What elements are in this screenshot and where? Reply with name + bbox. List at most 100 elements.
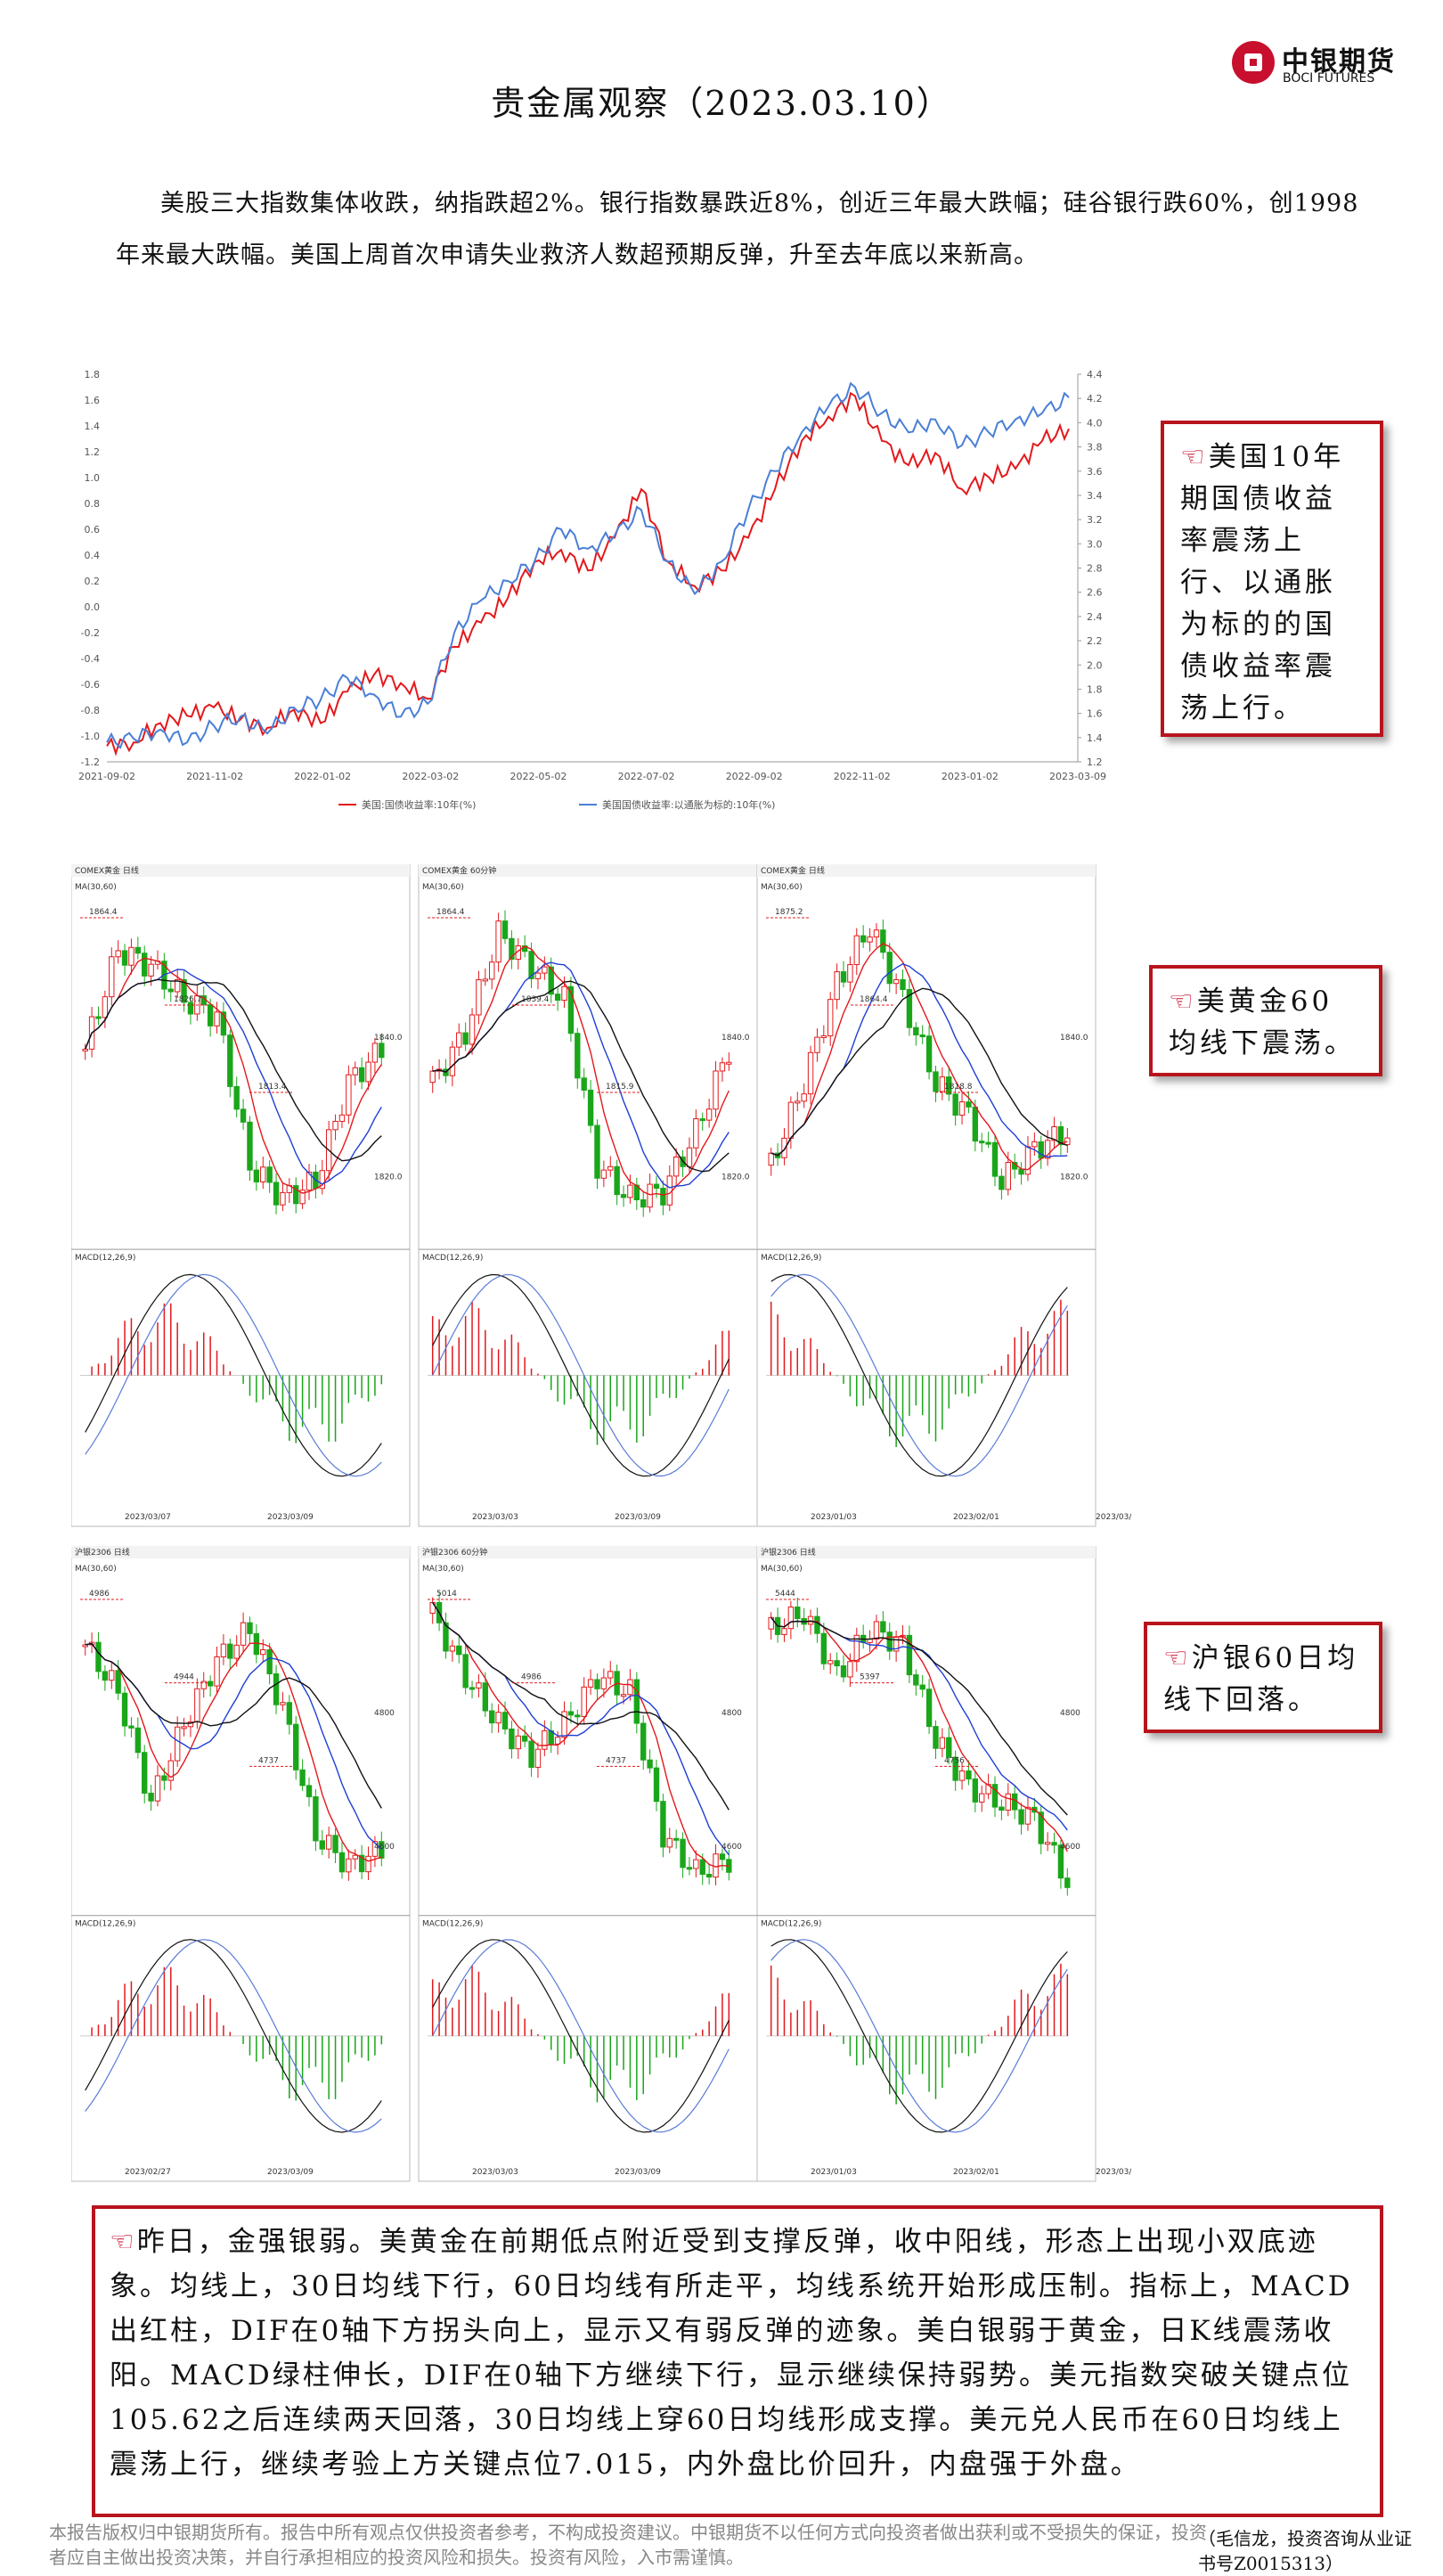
price-label: 4756 (944, 1756, 965, 1765)
candle-body (1024, 1806, 1031, 1825)
candle-body (906, 1634, 913, 1676)
right-tick-label: 1.4 (1087, 732, 1103, 744)
candle-body (594, 1124, 600, 1179)
left-tick-label: -0.8 (81, 705, 100, 716)
candle-body (795, 1607, 801, 1619)
dea-line (432, 1939, 730, 2133)
panel-toolbar (71, 1546, 410, 1558)
candle-body (462, 1032, 469, 1045)
candle-body (280, 1702, 286, 1705)
candle-body (528, 951, 534, 979)
panel-frame (71, 864, 411, 1527)
date-label: 2023/03/09 (615, 1513, 661, 1522)
date-label: 2023/03/09 (267, 1513, 314, 1522)
candle-body (607, 1671, 614, 1679)
date-label: 2023/02/01 (953, 2168, 999, 2177)
candle-body (293, 1185, 299, 1205)
candle-body (233, 1644, 240, 1659)
candle-body (240, 1108, 247, 1123)
candle-body (489, 961, 495, 980)
right-tick-label: 2.4 (1087, 611, 1103, 623)
candle-body (795, 1100, 801, 1104)
price-label: 1815.9 (606, 1083, 634, 1092)
pointing-hand-icon: ☜ (1180, 441, 1209, 473)
candle-body (807, 1051, 814, 1095)
candle-body (379, 1043, 385, 1059)
candle-body (128, 946, 135, 966)
candle-body (515, 1735, 521, 1750)
candle-body (167, 988, 174, 993)
candle-body (705, 1108, 713, 1121)
candle-body (886, 1631, 893, 1652)
candle-body (338, 1852, 346, 1873)
candle-body (1044, 1842, 1051, 1845)
candle-body (607, 1165, 614, 1171)
candle-body (958, 1101, 966, 1116)
axis-label: 4800 (374, 1709, 395, 1718)
candle-body (273, 1672, 280, 1705)
chart-panel: 沪银2306 60分钟 MA(30,60) MACD(12,26,9) 5014 498… (418, 1546, 758, 2182)
right-tick-label: 3.2 (1087, 514, 1103, 526)
candle-body (1057, 1844, 1064, 1879)
candle-body (587, 1089, 594, 1126)
dea-line (432, 1274, 730, 1476)
candle-body (1057, 1125, 1064, 1146)
ma-legend: MA(30,60) (761, 883, 803, 892)
date-label: 2023/03/09 (615, 2168, 661, 2177)
candle-body (554, 994, 561, 1002)
candle-body (489, 1710, 495, 1724)
candle-body (880, 929, 886, 953)
logo-en-text: BOCI FUTURES (1283, 71, 1375, 86)
candle-body (449, 1046, 456, 1076)
candle-body (181, 1726, 187, 1730)
candle-body (647, 1183, 653, 1208)
dif-line (432, 1273, 730, 1477)
pointing-hand-icon: ☜ (1163, 1642, 1192, 1674)
candle-body (673, 1156, 680, 1177)
candle-body (207, 1681, 214, 1687)
panel-frame (71, 1546, 411, 2182)
price-label: 5397 (860, 1673, 880, 1682)
candle-body (991, 1784, 999, 1808)
date-label: 2023/03/07 (125, 1513, 171, 1522)
pointing-hand-icon: ☜ (1169, 985, 1197, 1018)
right-tick-label: 2.0 (1087, 659, 1103, 671)
axis-label: 1840.0 (374, 1034, 403, 1043)
candle-body (660, 1801, 666, 1848)
candle-body (109, 1670, 115, 1681)
candle-body (827, 1660, 834, 1664)
candle-body (528, 1740, 534, 1768)
candle-body (501, 1712, 509, 1730)
right-tick-label: 3.8 (1087, 442, 1103, 454)
note-gold-text: 美黄金60均线下震荡。 (1169, 985, 1356, 1059)
candle-body (693, 1118, 699, 1149)
left-tick-label: 0.2 (85, 576, 101, 587)
candle-body (214, 1011, 220, 1026)
chart-panel: 沪银2306 日线 MA(30,60) MACD(12,26,9) 4986 4944 4… (71, 1546, 411, 2182)
candle-body (686, 1147, 693, 1167)
moving-average-line (85, 957, 382, 1194)
candle-body (509, 1728, 515, 1750)
candle-body (1005, 1162, 1011, 1190)
candle-body (148, 963, 154, 977)
moving-average-line (85, 1642, 382, 1862)
candle-body (627, 1184, 633, 1198)
candle-body (102, 1671, 109, 1681)
axis-label: 1820.0 (722, 1174, 750, 1182)
candle-body (1018, 1809, 1024, 1825)
candle-body (299, 1190, 306, 1205)
candle-body (286, 1702, 293, 1725)
axis-label: 4800 (1060, 1709, 1080, 1718)
candle-body (332, 1835, 338, 1853)
candle-body (371, 1841, 379, 1857)
candle-body (1064, 1137, 1071, 1146)
candle-body (443, 1622, 449, 1652)
macd-title: MACD(12,26,9) (422, 1254, 483, 1263)
legend-label: 美国国债收益率:以通胀为标的:10年(%) (602, 798, 775, 811)
candle-body (109, 956, 115, 998)
candle-body (554, 1737, 561, 1745)
date-label: 2023/02/01 (953, 1513, 999, 1522)
panel-toolbar (419, 864, 757, 877)
candle-body (338, 1114, 346, 1122)
price-label: 1813.4 (258, 1083, 287, 1092)
